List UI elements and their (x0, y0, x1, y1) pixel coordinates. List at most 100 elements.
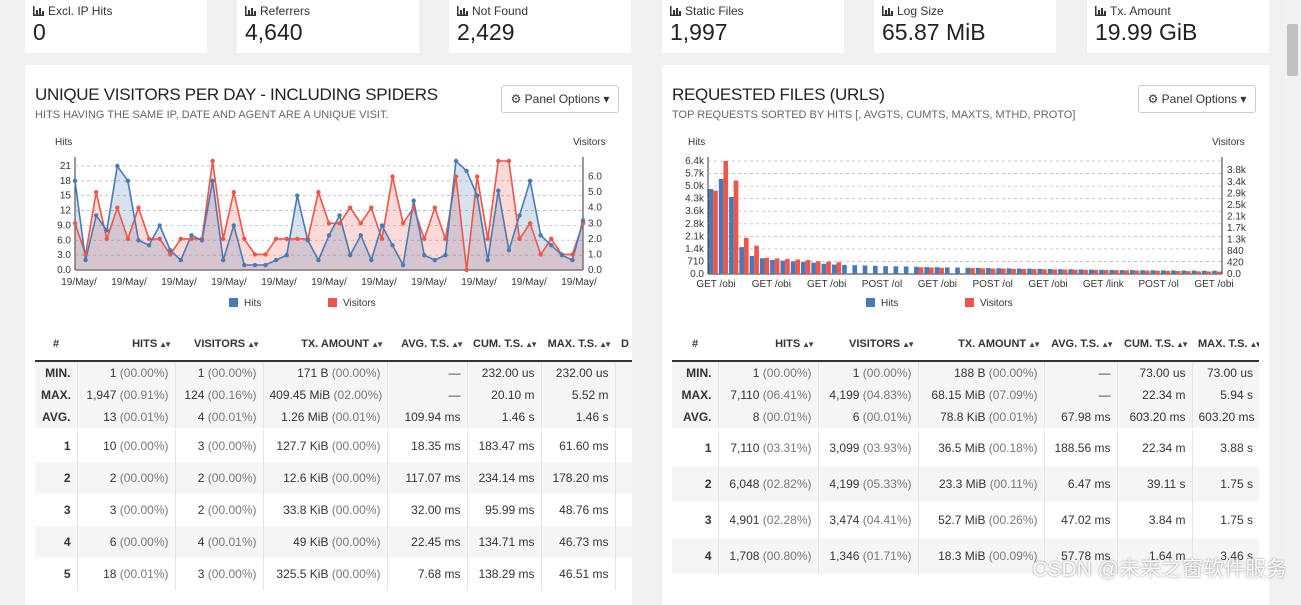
table-row[interactable]: 4 1,708 (00.80%) 1,346 (01.71%) 18.3 MiB (0… (672, 538, 1259, 574)
table-cell: 1.46 s (466, 406, 541, 429)
bar-chart-icon (457, 5, 468, 16)
cell-value: 57.78 ms (1061, 549, 1111, 563)
cell-percent: (00.80%) (762, 549, 812, 563)
visitors-point (115, 205, 120, 210)
column-header[interactable]: TX. AMOUNT ▲▼ (263, 327, 387, 362)
column-header-label: AVG. T.S. (401, 337, 450, 350)
column-header[interactable]: MAX. T.S. ▲▼ (541, 327, 615, 362)
y-tick-right: 2.5k (1227, 200, 1247, 211)
column-header[interactable]: AVG. T.S. ▲▼ (387, 327, 467, 362)
table-cell: 22.45 ms (386, 526, 467, 558)
hits-bar (955, 267, 960, 274)
x-tick-label: POST /ol (972, 279, 1012, 290)
table-cell: 1.26 MiB (00.01%) (262, 406, 387, 429)
hits-point (432, 257, 438, 263)
cell-value: 95.99 ms (485, 503, 535, 517)
scrollbar-thumb[interactable] (1287, 24, 1298, 76)
y-axis-right-title: Visitors (1212, 137, 1245, 148)
cell-value: MIN. (45, 366, 71, 380)
column-header-label: HITS (775, 337, 801, 350)
y-axis-left-title: Hits (688, 137, 705, 148)
visitors-bar (754, 245, 759, 274)
panel-options-button[interactable]: ⚙ Panel Options ▾ (1138, 85, 1256, 113)
cell-value: 22.34 m (1142, 441, 1186, 455)
visitors-bar (1155, 270, 1160, 274)
cell-value: 603.20 ms (1198, 410, 1255, 424)
hits-point (464, 168, 469, 174)
cell-value: 68.15 MiB (931, 388, 986, 402)
cell-value: 188.56 ms (1054, 441, 1111, 455)
column-header[interactable]: VISITORS ▲▼ (818, 327, 918, 362)
table-cell (614, 384, 632, 406)
y-tick-left: 12 (60, 206, 72, 217)
cell-value: 4,901 (729, 513, 760, 527)
column-header[interactable]: CUM. T.S. ▲▼ (467, 327, 541, 362)
table-row[interactable]: 3 4,901 (02.28%) 3,474 (04.41%) 52.7 MiB (0… (672, 502, 1259, 538)
hits-bar (893, 266, 899, 274)
x-tick-label: 19/May/ (111, 277, 147, 288)
table-cell: — (1043, 384, 1117, 406)
cell-value: 234.14 ms (478, 471, 535, 485)
cell-value: 49 KiB (293, 535, 329, 549)
column-header-label: MAX. T.S. (547, 337, 598, 350)
visitors-point (93, 189, 99, 195)
visitors-point (474, 174, 480, 179)
table-row[interactable]: 2 6,048 (02.82%) 4,199 (05.33%) 23.3 MiB (0… (672, 466, 1259, 502)
cell-value: 1 (109, 366, 117, 380)
table-row[interactable]: 1 7,110 (03.31%) 3,099 (03.93%) 36.5 MiB (0… (672, 428, 1259, 466)
hits-point (580, 218, 586, 223)
column-header[interactable]: CUM. T.S. ▲▼ (1117, 327, 1192, 362)
x-tick-label: 19/May/ (511, 277, 547, 288)
column-header[interactable]: HITS ▲▼ (718, 327, 818, 362)
y-tick-right: 1.0 (588, 249, 602, 260)
table-cell: 32.00 ms (386, 494, 467, 526)
cell-value: AVG. (683, 410, 712, 424)
page-scrollbar[interactable] (1284, 0, 1301, 585)
x-tick-label: 19/May/ (411, 277, 447, 288)
requests-table: # HITS ▲▼ VISITORS ▲▼ TX. AMOUNT ▲▼ AVG. T.S. ▲▼… (672, 327, 1259, 574)
hits-bar (944, 267, 950, 274)
gear-icon: ⚙ (510, 92, 522, 106)
cell-percent: (00.01%) (207, 410, 257, 424)
visitors-bar (1031, 269, 1037, 274)
cell-value: 1 (852, 366, 860, 380)
y-tick-left: 1.4k (685, 244, 705, 255)
x-tick-label: 19/May/ (211, 277, 247, 288)
table-cell: 1 (35, 428, 77, 462)
visitors-point (273, 236, 279, 242)
hits-point (295, 193, 300, 198)
requests-panel: REQUESTED FILES (URLS) TOP REQUESTS SORT… (662, 65, 1269, 605)
table-cell: 20.10 m (466, 384, 541, 406)
cell-value: 10 (103, 439, 117, 453)
hits-bar (862, 265, 868, 274)
table-cell: — (386, 361, 467, 384)
column-header[interactable]: TX. AMOUNT ▲▼ (918, 327, 1044, 362)
visitors-point (242, 236, 247, 242)
cell-value: 73.00 us (1139, 366, 1186, 380)
y-tick-left: 5.7k (685, 169, 705, 180)
cell-value: 325.5 KiB (276, 567, 329, 581)
cell-value: 4,199 (829, 477, 860, 491)
cell-value: 1 (752, 366, 760, 380)
table-cell: 67.98 ms (1043, 406, 1117, 429)
table-cell: 1,947 (00.91%) (76, 384, 175, 406)
visitors-point (284, 236, 289, 242)
visitors-point (358, 221, 363, 226)
column-header[interactable]: HITS ▲▼ (77, 327, 175, 362)
table-row[interactable]: 1 10 (00.00%) 3 (00.00%) 127.7 KiB (00.00%)… (35, 428, 632, 462)
visitors-bar (1165, 270, 1171, 274)
cell-value: 46.73 ms (559, 535, 609, 549)
column-header[interactable]: VISITORS ▲▼ (175, 327, 263, 362)
cell-value: 3.84 m (1148, 513, 1186, 527)
table-cell: 68.15 MiB (07.09%) (917, 384, 1044, 406)
table-row[interactable]: 5 18 (00.01%) 3 (00.00%) 325.5 KiB (00.00%)… (35, 558, 632, 590)
column-header[interactable]: D (615, 327, 632, 362)
column-header[interactable]: AVG. T.S. ▲▼ (1044, 327, 1117, 362)
panel-options-button[interactable]: ⚙ Panel Options ▾ (501, 85, 619, 113)
cell-percent: (03.93%) (862, 441, 912, 455)
column-header[interactable]: MAX. T.S. ▲▼ (1192, 327, 1259, 362)
hits-point (485, 257, 490, 263)
